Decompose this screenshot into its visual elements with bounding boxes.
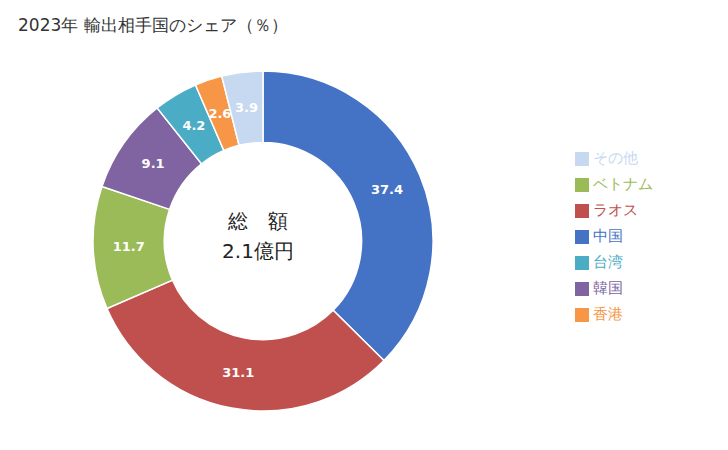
html-text:2.1億円: 2.1億円: [222, 239, 294, 263]
html-text:韓国: 韓国: [593, 279, 623, 297]
html-text:ラオス: ラオス: [593, 201, 638, 219]
html-text:2023年 輸出相手国のシェア（％）: 2023年 輸出相手国のシェア（％）: [18, 15, 288, 35]
svg-text:3.9: 3.9: [235, 100, 258, 115]
html-text:台湾: 台湾: [593, 253, 623, 271]
html-text:総 額: 総 額: [228, 209, 288, 233]
svg-text:31.1: 31.1: [222, 365, 254, 380]
svg-text:37.4: 37.4: [371, 182, 403, 197]
svg-text:4.2: 4.2: [182, 118, 205, 133]
html-text:その他: その他: [593, 149, 638, 167]
svg-text:9.1: 9.1: [142, 156, 165, 171]
svg-text:2.6: 2.6: [208, 106, 231, 121]
html-text:香港: 香港: [593, 305, 623, 323]
html-text:中国: 中国: [593, 227, 623, 245]
html-text:ベトナム: ベトナム: [593, 175, 653, 193]
svg-text:11.7: 11.7: [113, 239, 145, 254]
